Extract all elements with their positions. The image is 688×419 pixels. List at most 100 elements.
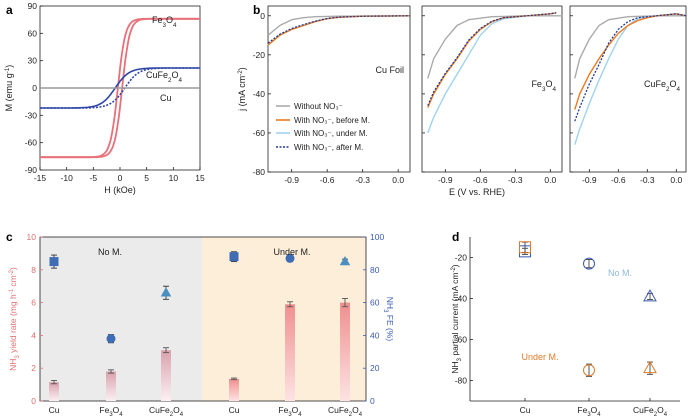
panel-letter-d: d [452,230,459,244]
panel-c-group-no-m: No M. [98,247,122,257]
subpanel-title-2: CuFe2O4 [644,79,681,93]
panel-c-right-tick-label: 40 [370,330,380,340]
panel-c-left-tick-label: 8 [31,265,36,275]
panel-c-category-label: Fe3O4 [99,405,123,418]
panel-b-ytick-label: 0 [260,11,265,21]
panel-c-frame [39,236,367,402]
panel-b-xtick-label: -0.9 [582,175,597,185]
panel-c-category-label: CuFe2O4 [149,405,184,418]
panel-c-right-tick-label: 80 [370,265,380,275]
panel-b-xtick-label: 0.0 [392,175,404,185]
panel-d-ytick-label: -60 [455,335,468,345]
yield-bar-4 [285,304,295,401]
panel-b-frame-1 [421,5,563,173]
no-m-point-2 [643,289,657,302]
panel-b-xtick-label: -0.6 [473,175,488,185]
panel-d-ylabel: NH3 partial current (mA cm-2) [450,264,463,373]
lsv-without-1 [427,15,562,79]
panel-d-no-m-label: No M. [608,268,632,278]
lsv-after-1 [427,12,557,106]
yield-bar-3 [229,378,239,401]
panel-a-xtick-label: -15 [34,173,47,183]
under-m-point-1 [583,364,595,377]
yield-bar-5 [340,302,350,401]
panel-b-xtick-label: -0.9 [284,175,299,185]
panel-c-left-tick-label: 6 [31,298,36,308]
panel-c-right-tick-label: 100 [370,232,384,242]
panel-d-category-label: Fe3O4 [577,405,601,418]
legend-label-under: With NO₃⁻, under M. [294,129,368,138]
panel-letter-a: a [6,3,13,17]
panel-a-xtick-label: -10 [61,173,74,183]
panel-b-xtick-label: 0.0 [670,175,682,185]
panel-c-right-ylabel: NH3 FE (%) [382,297,395,342]
panel-b-xtick-label: -0.9 [438,175,453,185]
panel-d-ytick-label: -20 [455,253,468,263]
yield-bar-1 [106,371,116,401]
panel-a-ytick-label: -60 [25,138,38,148]
label-fe3o4: Fe3O4 [152,15,177,29]
panel-a-xlabel: H (kOe) [104,185,136,195]
panel-d-ytick-label: -40 [455,294,468,304]
panel-c-right-tick-label: 0 [370,396,375,406]
panel-c-right-tick-label: 20 [370,363,380,373]
under-m-point-0 [519,241,531,254]
fe-marker-5 [339,255,351,266]
no-m-point-1 [583,257,595,270]
panel-b-xtick-label: -0.6 [320,175,335,185]
panel-a-ytick-label: 90 [28,1,38,11]
panel-letter-b: b [253,3,260,17]
under-m-point-2 [643,360,657,374]
panel-d-category-label: Cu [520,405,531,415]
label-cu: Cu [160,93,172,103]
legend-label-after: With NO₃⁻, after M. [294,143,363,152]
panel-c-left-tick-label: 10 [27,232,37,242]
panel-b-ytick-label: -40 [253,89,266,99]
panel-c-group-under-m: Under M. [273,247,310,257]
panel-b-ytick-label: -20 [253,50,266,60]
lsv-before-1 [427,12,557,108]
panel-a-ytick-label: 60 [28,28,38,38]
panel-c-left-tick-label: 0 [31,396,36,406]
curve-CuFe2O4-down [40,67,200,109]
subpanel-title-1: Fe3O4 [531,79,556,93]
panel-c-left-tick-label: 2 [31,363,36,373]
panel-b-xtick-label: -0.3 [355,175,370,185]
lsv-after-0 [267,15,411,44]
yield-bar-2 [161,350,171,401]
panel-b-xlabel: E (V vs. RHE) [449,187,505,197]
lsv-without-0 [267,15,411,36]
legend-label-without: Without NO₃⁻ [294,102,343,111]
panel-b-xtick-label: -0.6 [611,175,626,185]
panel-c-left-tick-label: 4 [31,330,36,340]
panel-d-category-label: CuFe2O4 [633,405,668,418]
curve-Fe3O4-down [40,17,200,159]
panel-c-bg-under-m [202,237,366,401]
fe-marker-3 [229,252,239,262]
panel-c-category-label: Cu [49,405,60,415]
lsv-before-2 [574,13,687,110]
lsv-after-2 [574,13,687,122]
legend-label-before: With NO₃⁻, before M. [294,116,370,125]
fe-marker-0 [49,257,59,267]
fe-marker-1 [106,334,116,344]
panel-a-xtick-label: 15 [195,173,205,183]
panel-b-xtick-label: 0.0 [544,175,556,185]
panel-b-xtick-label: -0.3 [508,175,523,185]
panel-d-under-m-label: Under M. [521,352,558,362]
panel-c-category-label: Fe3O4 [278,405,302,418]
panel-c-right-tick-label: 60 [370,298,380,308]
panel-a-xtick-label: 0 [118,173,123,183]
panel-b-xtick-label: -0.3 [640,175,655,185]
panel-b-ytick-label: -80 [253,167,266,177]
panel-a-ytick-label: 0 [32,83,37,93]
panel-b-ylabel: j (mA cm-2) [237,67,248,112]
fe-marker-4 [285,253,295,263]
lsv-without-2 [574,15,686,79]
panel-a-xtick-label: 10 [169,173,179,183]
panel-b-frame-2 [569,5,687,173]
panel-c-category-label: CuFe2O4 [328,405,363,418]
panel-letter-c: c [6,230,13,244]
panel-a-xtick-label: 5 [144,173,149,183]
